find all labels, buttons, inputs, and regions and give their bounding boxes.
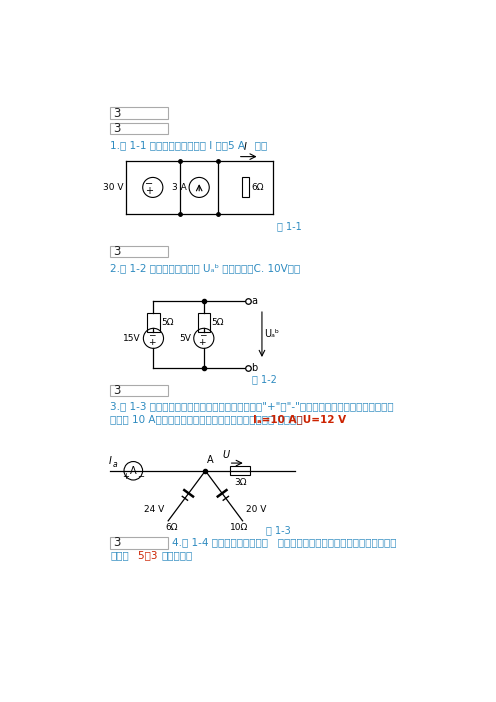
- Text: U: U: [222, 450, 230, 460]
- Text: 5Ω: 5Ω: [212, 318, 224, 327]
- Text: −: −: [145, 178, 153, 189]
- Text: −: −: [148, 330, 156, 339]
- Text: +: +: [145, 186, 153, 197]
- Text: 3: 3: [113, 107, 121, 119]
- FancyBboxPatch shape: [110, 246, 168, 258]
- Bar: [242, 178, 249, 197]
- Text: 示数为 10 A，有关电流、电压方向也表示在图中，则（ ）正确。: 示数为 10 A，有关电流、电压方向也表示在图中，则（ ）正确。: [110, 413, 303, 424]
- Bar: [147, 313, 160, 332]
- Text: 3: 3: [113, 122, 121, 135]
- Text: 20 V: 20 V: [247, 505, 267, 514]
- Text: 3: 3: [113, 384, 121, 397]
- FancyBboxPatch shape: [110, 107, 168, 119]
- Text: ）个方程。: ）个方程。: [161, 550, 192, 560]
- Text: 10Ω: 10Ω: [230, 523, 248, 532]
- Text: 15V: 15V: [124, 334, 141, 343]
- Text: 3Ω: 3Ω: [234, 479, 247, 487]
- FancyBboxPatch shape: [110, 123, 168, 134]
- Text: +: +: [148, 338, 156, 347]
- Text: 3 A: 3 A: [172, 183, 187, 192]
- Text: −: −: [198, 330, 206, 339]
- Text: 图 1-3: 图 1-3: [266, 524, 291, 535]
- Text: a: a: [113, 461, 118, 469]
- Text: 5V: 5V: [180, 334, 191, 343]
- Text: 2.图 1-2 所示电路中，电压 Uₐᵇ 的数值是（C. 10V）。: 2.图 1-2 所示电路中，电压 Uₐᵇ 的数值是（C. 10V）。: [110, 263, 300, 273]
- Text: 图 1-2: 图 1-2: [252, 373, 277, 384]
- Text: 1.图 1-1 所示的电路中，电流 I 为（5 A   ）。: 1.图 1-1 所示的电路中，电流 I 为（5 A ）。: [110, 140, 267, 150]
- Text: I: I: [109, 456, 112, 466]
- Text: +: +: [122, 472, 129, 482]
- Text: 图 1-1: 图 1-1: [277, 221, 302, 231]
- Text: A: A: [207, 455, 214, 465]
- Text: 3: 3: [113, 245, 121, 258]
- Text: 30 V: 30 V: [103, 183, 123, 192]
- Text: Iₐ=10 A，U=12 V: Iₐ=10 A，U=12 V: [253, 413, 347, 424]
- Text: 5Ω: 5Ω: [161, 318, 174, 327]
- Text: 5，3: 5，3: [138, 550, 161, 560]
- Text: a: a: [251, 296, 257, 306]
- Text: 3: 3: [113, 536, 121, 549]
- FancyBboxPatch shape: [110, 537, 168, 548]
- Text: I: I: [244, 142, 247, 152]
- Text: 4.图 1-4 所示的电路中包含（   ）条支路，用支路电流法分析该电路，需要: 4.图 1-4 所示的电路中包含（ ）条支路，用支路电流法分析该电路，需要: [172, 537, 396, 547]
- Text: 6Ω: 6Ω: [165, 523, 178, 532]
- Text: +: +: [198, 338, 206, 347]
- Bar: [197, 313, 210, 332]
- Text: 6Ω: 6Ω: [252, 183, 264, 192]
- Text: Uₐᵇ: Uₐᵇ: [264, 329, 279, 340]
- Text: b: b: [251, 363, 257, 373]
- Bar: [230, 466, 250, 475]
- Text: −: −: [137, 472, 144, 482]
- Text: 24 V: 24 V: [144, 505, 164, 514]
- Text: 列写（: 列写（: [110, 550, 129, 560]
- Text: 3.图 1-3 所示的电路中，电流表的正、负接线端用"+"、"-"号标出，现电流表指针正向偏转，: 3.图 1-3 所示的电路中，电流表的正、负接线端用"+"、"-"号标出，现电流…: [110, 402, 394, 411]
- FancyBboxPatch shape: [110, 385, 168, 396]
- Text: A: A: [130, 466, 136, 476]
